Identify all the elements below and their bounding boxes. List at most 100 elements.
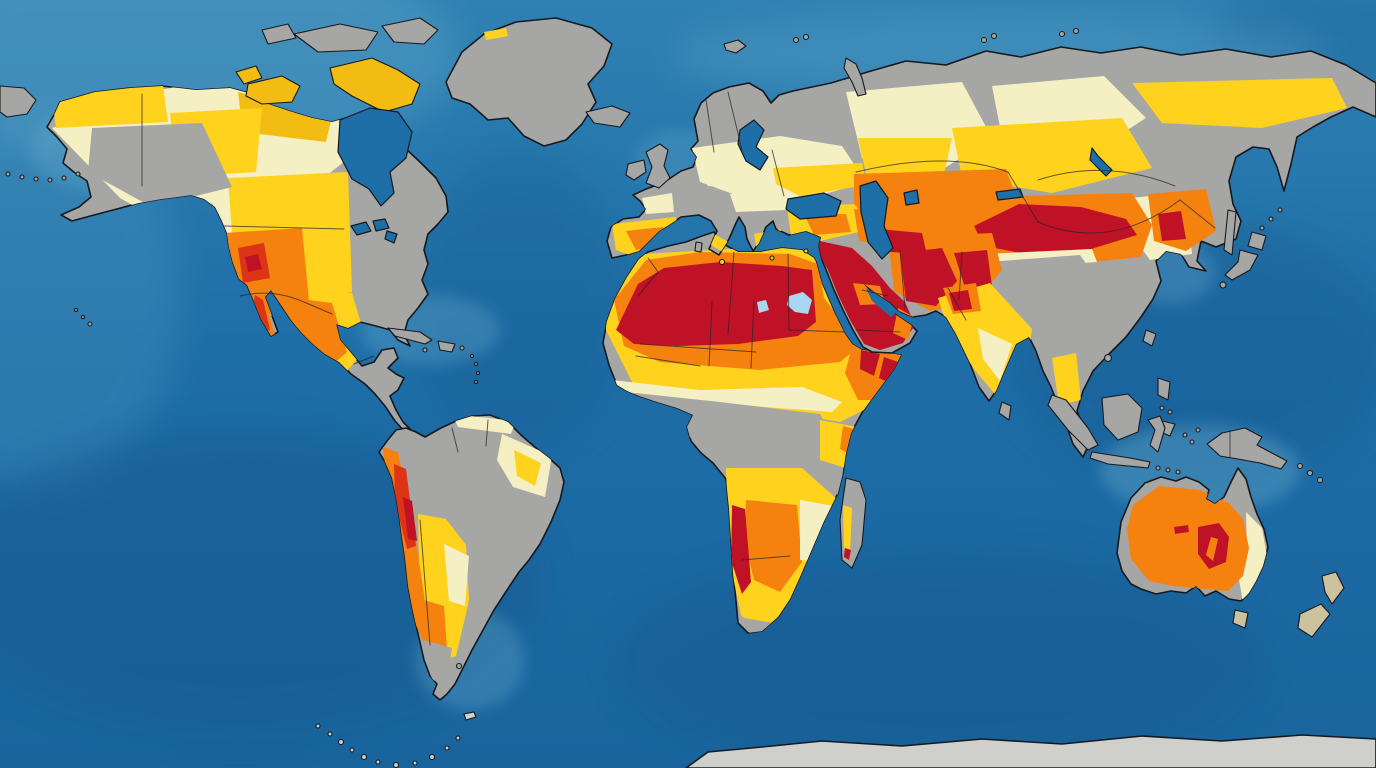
island-lesser-sunda-3 (1175, 469, 1181, 475)
continent-north-america (46, 85, 449, 447)
island-aleutian-1 (5, 171, 11, 177)
border-libya-egypt (787, 253, 790, 331)
island-taiwan (1142, 329, 1157, 347)
zone-lake-eyre-slit-orange (1206, 537, 1218, 561)
continent-eurasia (606, 46, 1376, 458)
south-atlantic-island-arc (315, 711, 477, 768)
sea-persian-gulf (866, 288, 897, 317)
border-kazakhstan-china (1007, 171, 1039, 223)
border-venezuela-guyana (485, 419, 489, 447)
island-luzon (1157, 377, 1171, 401)
greenland (445, 17, 613, 147)
island-queen-elizabeth-2 (261, 23, 297, 45)
zone-germany-poland-cream (698, 158, 762, 186)
island-new-zealand-north (1321, 571, 1345, 605)
island-new-guinea (1206, 427, 1288, 470)
arc-islet-1 (315, 723, 321, 729)
zone-australia-crimson-dash (1174, 525, 1189, 534)
island-antilles-2 (473, 361, 479, 367)
islands (0, 27, 1345, 670)
island-cuba (387, 327, 433, 345)
island-hawaii-1 (73, 307, 79, 313)
zone-france-cream (642, 193, 674, 214)
zone-greenland-north-yellow (484, 28, 508, 40)
country-borders (141, 91, 1231, 646)
zone-ukraine-yellow (773, 163, 867, 196)
border-namibia-botswana (741, 555, 791, 561)
island-kuril-1 (1259, 225, 1265, 231)
island-borneo (1101, 393, 1143, 441)
island-severnaya-1 (980, 36, 988, 44)
island-crete (769, 255, 775, 261)
zone-venezuela-cream (452, 415, 516, 434)
island-honshu (1224, 249, 1259, 281)
lake-baikal (1089, 147, 1113, 177)
island-antilles-1 (469, 353, 475, 359)
zone-indochina-yellow (1052, 353, 1081, 405)
zone-atacama-crimson (403, 497, 417, 541)
zone-iran-afghan-crimson (900, 248, 957, 306)
arc-islet-7 (392, 761, 400, 768)
border-chile-argentina (419, 519, 431, 646)
island-sicily (718, 258, 726, 266)
zone-mexico-core-orange (294, 298, 347, 367)
zone-kalahari-orange (744, 500, 802, 592)
zone-horn-crimson-2 (879, 357, 898, 383)
border-iran-west (899, 249, 906, 309)
border-colombia-venezuela (451, 427, 459, 453)
island-hainan (1103, 353, 1113, 363)
island-tasmania (1232, 609, 1249, 629)
zone-ne-brazil-yellow (514, 450, 541, 486)
arc-islet-6 (375, 759, 381, 765)
island-solomon-3 (1316, 476, 1324, 484)
border-eastern-europe (771, 149, 785, 197)
island-hokkaido (1247, 231, 1267, 251)
border-us-mexico (239, 292, 333, 315)
zone-sahara-crimson (616, 262, 816, 346)
border-russia-china-east (1179, 199, 1216, 229)
sea-hudson-bay (337, 107, 413, 207)
island-kuril-3 (1277, 207, 1283, 213)
island-franz-josef-2 (802, 33, 810, 41)
zone-manchuria-crimson (1158, 211, 1186, 241)
island-jamaica (422, 347, 428, 353)
island-aleutian-3 (33, 176, 39, 182)
zone-sahel-cream (612, 380, 842, 412)
zone-tibet-gray (988, 255, 1102, 302)
zone-kyzylkum-crimson (954, 250, 992, 291)
island-severnaya-2 (990, 32, 998, 40)
island-iceland (585, 105, 631, 128)
island-kyushu (1219, 281, 1227, 289)
zone-baja-red (253, 295, 270, 332)
island-lesser-sunda-2 (1165, 467, 1171, 473)
island-moluccas-1 (1182, 432, 1188, 438)
zone-arctic-mainland-yellow (238, 92, 332, 142)
island-banks (235, 65, 263, 85)
border-saudi-interior (861, 289, 889, 297)
island-solomon-2 (1306, 469, 1314, 477)
border-us-canada (223, 225, 345, 230)
arc-islet-2 (327, 731, 333, 737)
island-cyprus (803, 248, 809, 254)
arc-islet-5 (360, 753, 368, 761)
island-visayas-2 (1167, 409, 1173, 415)
border-morocco-algeria (637, 257, 659, 297)
island-moluccas-2 (1189, 439, 1195, 445)
lake-egypt-large (787, 292, 812, 314)
island-lesser-sunda-1 (1155, 465, 1161, 471)
island-falkland (455, 662, 463, 670)
arc-islet-11 (455, 735, 461, 741)
zone-alaska-interior-gray (88, 123, 232, 207)
sea-aral (903, 189, 920, 206)
continent-australia (1116, 467, 1269, 602)
island-puerto-rico (459, 345, 465, 351)
sea-black (785, 192, 842, 220)
zone-pampas-cream (444, 544, 469, 606)
island-antilles-3 (475, 370, 481, 376)
border-sahel-horizontal (639, 343, 757, 353)
border-mongolia-north (1037, 169, 1176, 187)
antarctica-landmass (685, 734, 1376, 768)
island-great-britain (645, 143, 671, 189)
climate-zones-eurasia (612, 76, 1347, 405)
border-norway-sweden (705, 99, 715, 153)
